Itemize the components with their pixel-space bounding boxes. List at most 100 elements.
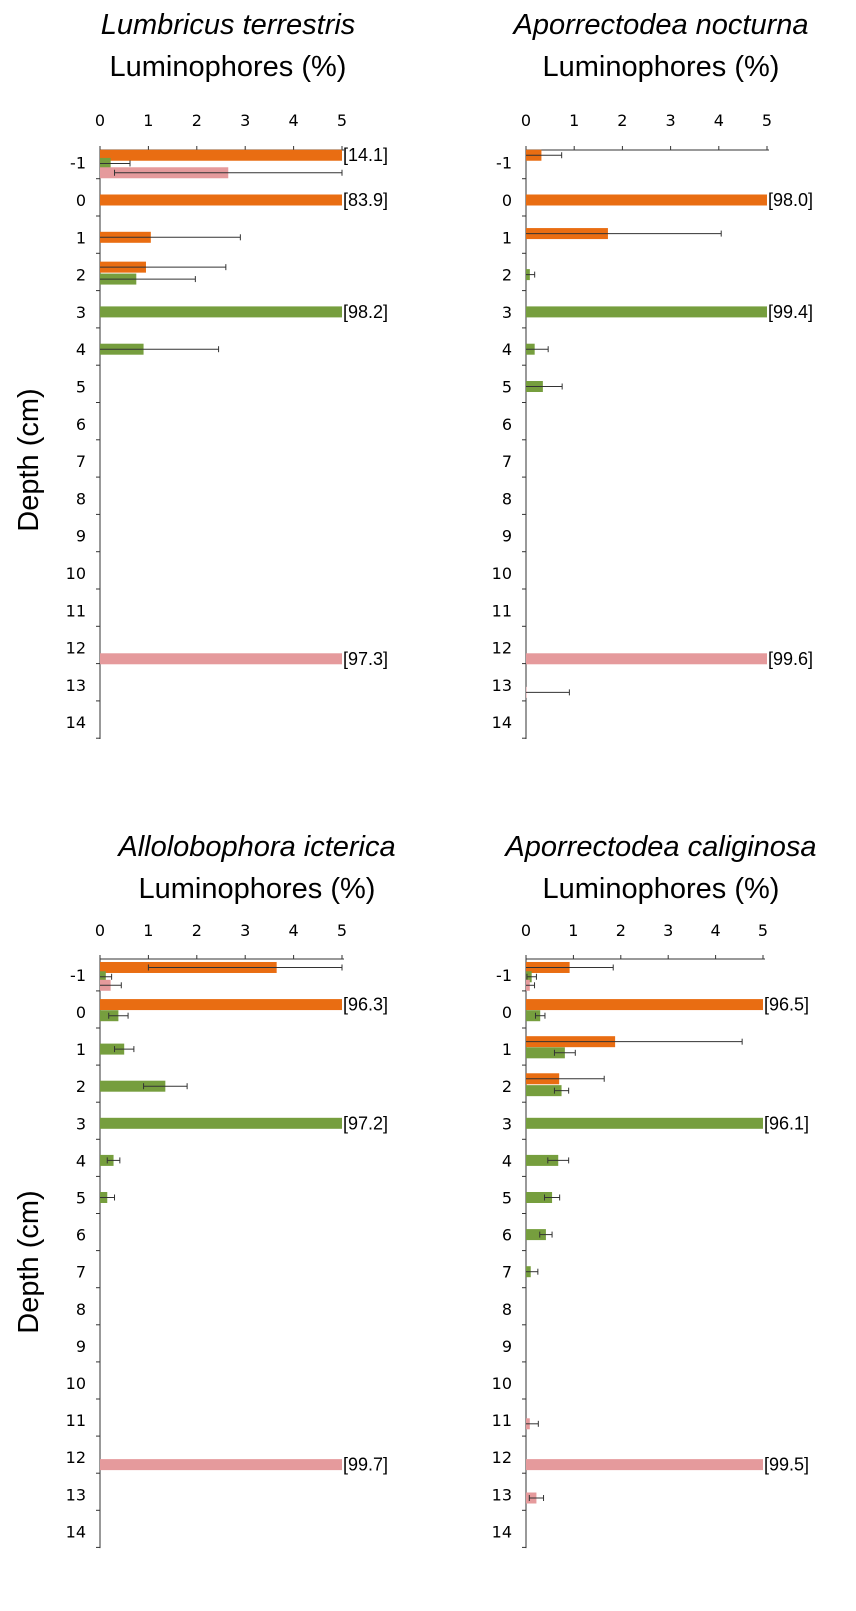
y-tick-label: 4	[502, 1151, 512, 1170]
y-tick-label: 8	[502, 1300, 512, 1319]
x-tick-label: 5	[337, 111, 347, 130]
y-tick-label: 12	[66, 1448, 86, 1467]
y-tick-label: 4	[76, 340, 86, 359]
x-tick-label: 5	[762, 111, 772, 130]
y-tick-label: 1	[502, 1040, 512, 1059]
x-tick-label: 0	[521, 111, 531, 130]
y-tick-label: 4	[502, 340, 512, 359]
data-label: [96.5]	[764, 995, 809, 1015]
y-tick-label: 8	[76, 1300, 86, 1319]
y-tick-label: 13	[492, 1485, 512, 1504]
y-tick-label: 14	[492, 713, 512, 732]
x-tick-label: 3	[666, 111, 676, 130]
bar-green	[526, 1047, 565, 1059]
panel-subtitle: Luminophores (%)	[543, 873, 780, 905]
x-tick-label: 4	[289, 921, 299, 940]
panel-subtitle: Luminophores (%)	[110, 51, 347, 83]
bar-green	[526, 1085, 562, 1097]
y-tick-label: 10	[492, 564, 512, 583]
y-tick-label: 0	[76, 191, 86, 210]
y-tick-label: 11	[492, 601, 512, 620]
panel-allolobophora-icterica: Allolobophora icterica Luminophores (%) …	[66, 831, 396, 1549]
y-tick-label: 2	[502, 266, 512, 285]
x-tick-label: 3	[663, 921, 673, 940]
data-label: [99.7]	[343, 1455, 388, 1475]
y-tick-label: 0	[502, 191, 512, 210]
bar-orange	[100, 999, 342, 1011]
y-tick-label: 5	[76, 1189, 86, 1208]
y-tick-label: 14	[66, 1522, 86, 1541]
bar-pink	[100, 653, 342, 665]
x-tick-label: 0	[95, 111, 105, 130]
y-tick-label: 12	[492, 639, 512, 658]
x-tick-label: 0	[521, 921, 531, 940]
y-tick-label: 8	[502, 489, 512, 508]
y-tick-label: 1	[76, 1040, 86, 1059]
x-tick-label: 3	[240, 111, 250, 130]
data-label: [99.5]	[764, 1455, 809, 1475]
x-tick-label: 4	[289, 111, 299, 130]
x-tick-label: 1	[143, 921, 153, 940]
y-tick-label: 3	[76, 303, 86, 322]
data-label: [96.1]	[764, 1113, 809, 1133]
data-label: [83.9]	[343, 190, 388, 210]
bar-green	[100, 1117, 342, 1129]
bar-green	[100, 306, 342, 318]
y-tick-label: 11	[66, 601, 86, 620]
bar-green	[526, 1229, 546, 1241]
y-tick-label: 7	[502, 1263, 512, 1282]
x-tick-label: 4	[711, 921, 721, 940]
y-tick-label: 6	[76, 1226, 86, 1245]
data-label: [14.1]	[343, 145, 388, 165]
bar-pink	[100, 1459, 342, 1471]
bar-pink	[526, 1459, 763, 1471]
y-tick-label: 3	[502, 1114, 512, 1133]
y-tick-label: -1	[496, 154, 512, 173]
y-tick-label: 6	[502, 415, 512, 434]
y-tick-label: 1	[502, 228, 512, 247]
y-tick-label: -1	[70, 966, 86, 985]
panel-subtitle: Luminophores (%)	[139, 873, 376, 905]
x-tick-label: 5	[758, 921, 768, 940]
panel-title: Allolobophora icterica	[116, 831, 395, 863]
panel-lumbricus-terrestris: Lumbricus terrestris Luminophores (%) 0 1…	[66, 9, 388, 739]
bar-green	[526, 1192, 553, 1203]
y-tick-label: 5	[502, 378, 512, 397]
panel-title: Aporrectodea caliginosa	[503, 831, 816, 863]
bar-green	[100, 1080, 166, 1092]
y-tick-label: 13	[492, 676, 512, 695]
panel-aporrectodea-nocturna: Aporrectodea nocturna Luminophores (%) 0…	[492, 9, 813, 739]
y-tick-label: 2	[76, 1077, 86, 1096]
y-tick-label: 5	[76, 378, 86, 397]
bar-pink	[526, 653, 767, 665]
y-tick-label: -1	[70, 154, 86, 173]
bar-green	[100, 1043, 125, 1055]
data-label: [98.0]	[768, 190, 813, 210]
y-tick-label: 3	[502, 303, 512, 322]
y-tick-label: 12	[492, 1448, 512, 1467]
bar-orange	[100, 149, 342, 161]
y-tick-label: 8	[76, 489, 86, 508]
y-tick-label: 7	[502, 452, 512, 471]
y-tick-label: -1	[496, 966, 512, 985]
data-label: [99.6]	[768, 649, 813, 669]
y-tick-label: 7	[76, 452, 86, 471]
panel-aporrectodea-caliginosa: Aporrectodea caliginosa Luminophores (%)…	[492, 831, 817, 1549]
panel-title: Aporrectodea nocturna	[511, 9, 808, 41]
x-tick-label: 1	[143, 111, 153, 130]
x-tick-label: 0	[95, 921, 105, 940]
bar-green	[526, 306, 767, 318]
y-axis-label-top: Depth (cm)	[13, 388, 45, 531]
x-tick-label: 5	[337, 921, 347, 940]
y-tick-label: 9	[502, 527, 512, 546]
y-tick-label: 11	[66, 1411, 86, 1430]
y-tick-label: 14	[66, 713, 86, 732]
x-tick-label: 4	[714, 111, 724, 130]
x-tick-label: 1	[568, 921, 578, 940]
panel-subtitle: Luminophores (%)	[543, 51, 780, 83]
data-label: [99.4]	[768, 302, 813, 322]
y-tick-label: 14	[492, 1522, 512, 1541]
y-tick-label: 6	[76, 415, 86, 434]
y-tick-label: 10	[66, 1374, 86, 1393]
